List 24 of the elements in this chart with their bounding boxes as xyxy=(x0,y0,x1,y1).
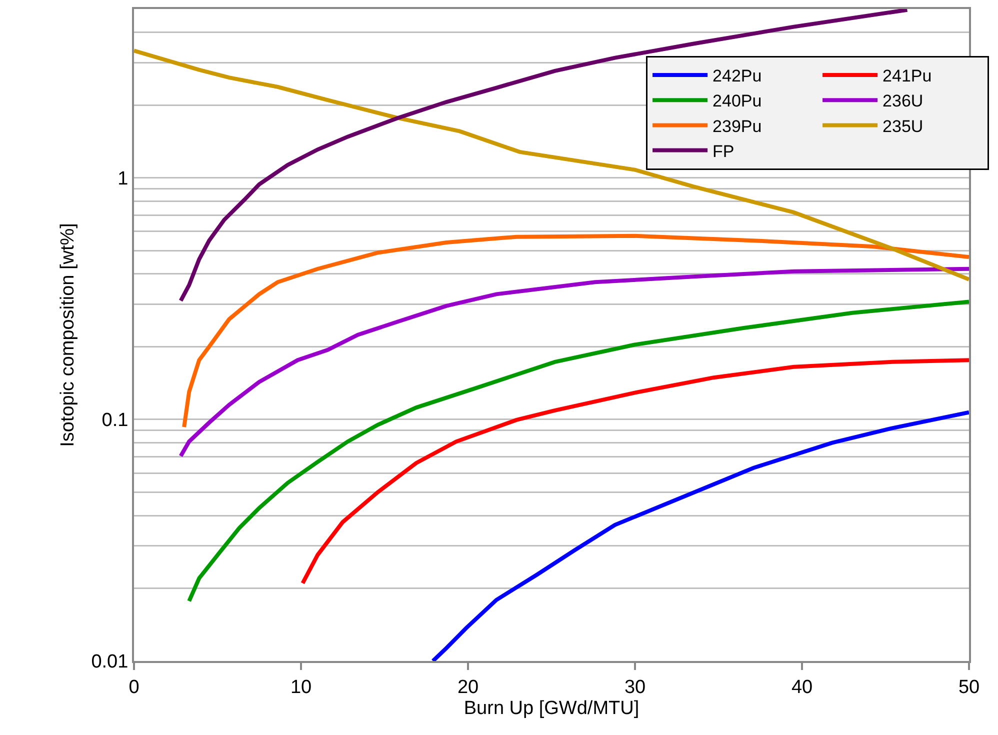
y-tick-label: 0.1 xyxy=(102,410,128,432)
legend-label: 236U xyxy=(882,92,924,111)
x-tick-label: 0 xyxy=(128,676,140,698)
y-tick-label: 0.01 xyxy=(91,652,128,673)
legend-label: 240Pu xyxy=(712,92,762,111)
legend-label: 235U xyxy=(882,116,924,136)
line-series xyxy=(134,48,969,282)
legend-label: 241Pu xyxy=(882,66,932,86)
x-axis-title: Burn Up [GWd/MTU] xyxy=(464,698,640,719)
line-series xyxy=(430,410,969,661)
y-axis-title: Isotopic composition [wt%] xyxy=(58,223,79,447)
legend-label: 242Pu xyxy=(712,66,762,86)
line-series xyxy=(178,266,969,458)
x-tick-label: 50 xyxy=(958,676,980,698)
x-tick-label: 10 xyxy=(290,676,312,698)
x-tick-label: 40 xyxy=(791,676,813,698)
x-tick-label: 20 xyxy=(457,676,479,698)
line-series xyxy=(187,300,969,604)
y-tick-label: 1 xyxy=(118,168,128,190)
line-series xyxy=(300,358,969,586)
legend-label: FP xyxy=(712,142,734,161)
line-series xyxy=(182,234,969,430)
x-tick-label: 30 xyxy=(624,676,646,698)
legend-label: 239Pu xyxy=(712,116,762,136)
